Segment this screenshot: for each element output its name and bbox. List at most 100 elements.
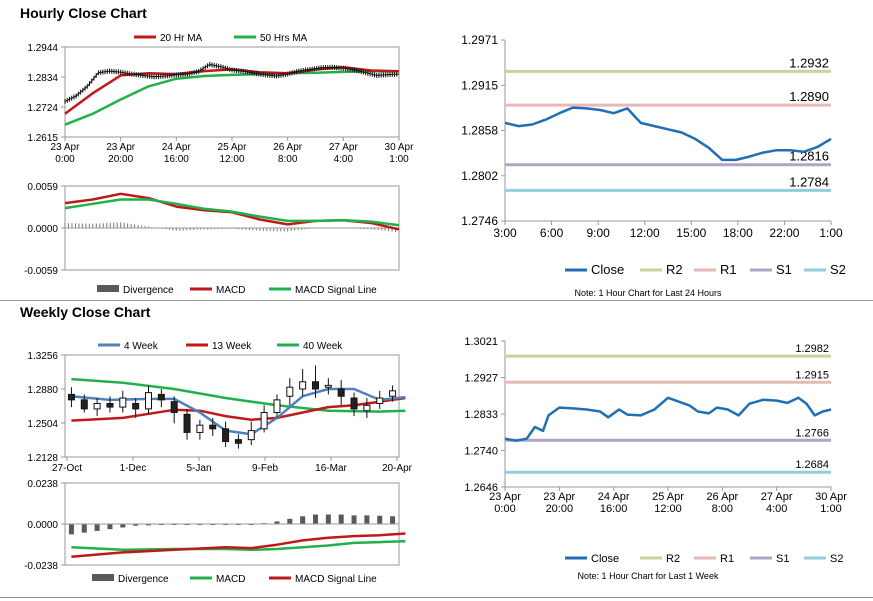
weekly-divergence-bar — [364, 515, 370, 524]
weekly-candle-body — [209, 424, 217, 430]
weekly-1w-xtick-label: 27 Apr — [761, 491, 793, 503]
hourly-price-xtick-label: 4:00 — [334, 154, 354, 165]
hourly-macd-ytick-label: -0.0059 — [24, 266, 58, 277]
weekly-divergence-bar — [351, 515, 357, 524]
legend-50hr-ma-label: 50 Hrs MA — [260, 33, 308, 44]
weekly-candle-body — [286, 386, 294, 397]
weekly-divergence-bar — [68, 524, 74, 535]
weekly-divergence-bar — [313, 514, 318, 524]
weekly-macd-line — [71, 532, 406, 558]
hourly-24h-note: Note: 1 Hour Chart for Last 24 Hours — [574, 288, 722, 298]
hourly-price-xtick-label: 24 Apr — [162, 142, 192, 153]
legend-weekly-divergence-swatch — [92, 574, 114, 581]
section-divider — [0, 300, 873, 301]
weekly-macd-ytick-label: 0.0000 — [27, 520, 58, 531]
hourly-24h-legend-s1-label: S1 — [776, 262, 792, 277]
hourly-24h-xtick-label: 3:00 — [493, 226, 517, 240]
weekly-candle-body — [132, 402, 140, 410]
weekly-1w-level-label: 1.2766 — [795, 427, 829, 439]
weekly-divergence-bar — [300, 516, 306, 524]
weekly-price-xtick-label: 5-Jan — [186, 463, 211, 474]
hourly-signal-line — [64, 198, 400, 227]
hourly-price-xtick-label: 23 Apr — [106, 142, 136, 153]
hourly-24h-level-label: 1.2890 — [789, 89, 829, 104]
weekly-candle-body — [196, 424, 204, 433]
hourly-price-xtick-label: 8:00 — [278, 154, 298, 165]
hourly-24h-xtick-label: 18:00 — [723, 226, 753, 240]
hourly-price-xtick-label: 0:00 — [55, 154, 75, 165]
weekly-candle-body — [260, 412, 268, 430]
hourly-24h-legend-close-label: Close — [591, 262, 624, 277]
weekly-divergence-bar — [81, 524, 87, 533]
hourly-price-xtick-label: 12:00 — [219, 154, 244, 165]
legend-40-week-label: 40 Week — [303, 341, 343, 352]
weekly-1w-note: Note: 1 Hour Chart for Last 1 Week — [578, 571, 719, 581]
weekly-price-xtick-label: 16-Mar — [315, 463, 347, 474]
weekly-1w-ytick-label: 1.2927 — [464, 373, 498, 385]
weekly-price-xtick-label: 20-Apr — [382, 463, 413, 474]
weekly-candle-body — [106, 402, 114, 408]
hourly-price-ytick-label: 1.2724 — [27, 103, 58, 114]
weekly-1w-legend-s1-label: S1 — [776, 553, 789, 565]
hourly-price-xtick-label: 23 Apr — [51, 142, 81, 153]
weekly-1w-legend-r2-label: R2 — [666, 553, 680, 565]
hourly-24h-legend-r2-label: R2 — [666, 262, 683, 277]
weekly-candle-body — [157, 393, 165, 401]
hourly-24h-ytick-label: 1.2971 — [461, 33, 498, 47]
legend-4-week-label: 4 Week — [124, 341, 159, 352]
weekly-price-ytick-label: 1.3256 — [27, 351, 58, 362]
weekly-1w-xtick-label: 12:00 — [654, 503, 682, 515]
weekly-price-ytick-label: 1.2880 — [27, 385, 58, 396]
weekly-candle-body — [80, 399, 88, 410]
hourly-price-xtick-label: 20:00 — [108, 154, 133, 165]
weekly-divergence-bar — [107, 524, 113, 530]
weekly-candle-body — [337, 388, 345, 397]
legend-weekly-divergence-label: Divergence — [118, 574, 169, 585]
weekly-candle-body — [350, 397, 358, 410]
weekly-1w-ytick-label: 1.2740 — [464, 446, 498, 458]
hourly-price-ytick-label: 1.2615 — [27, 133, 58, 144]
weekly-divergence-bar — [287, 518, 293, 524]
hourly-price-xtick-label: 30 Apr — [385, 142, 415, 153]
hourly-price-ytick-label: 1.2944 — [27, 43, 58, 54]
weekly-price-xtick-label: 27-Oct — [52, 463, 82, 474]
weekly-candle-body — [67, 393, 75, 401]
weekly-1w-ytick-label: 1.2646 — [464, 482, 498, 494]
hourly-price-xtick-label: 16:00 — [164, 154, 189, 165]
weekly-candle-body — [119, 397, 127, 408]
weekly-candle-body — [183, 413, 191, 433]
legend-weekly-signal-label: MACD Signal Line — [295, 574, 377, 585]
weekly-candle-body — [170, 401, 178, 414]
hourly-24h-xtick-label: 1:00 — [819, 226, 843, 240]
weekly-divergence-bar — [338, 514, 344, 524]
weekly-candle-body — [389, 390, 397, 397]
weekly-1w-legend-close-label: Close — [591, 553, 619, 565]
hourly-price-xtick-label: 26 Apr — [273, 142, 303, 153]
hourly-24h-level-label: 1.2784 — [789, 174, 829, 189]
legend-hourly-macd-label: MACD — [216, 285, 245, 296]
weekly-macd-ytick-label: 0.0238 — [27, 479, 58, 490]
hourly-24h-ytick-label: 1.2858 — [461, 124, 498, 138]
hourly-24h-xtick-label: 15:00 — [676, 226, 706, 240]
hourly-macd-ytick-label: 0.0059 — [27, 182, 58, 193]
weekly-signal-line — [71, 539, 406, 552]
weekly-1w-xtick-label: 23 Apr — [543, 491, 575, 503]
weekly-1w-legend-s2-label: S2 — [830, 553, 843, 565]
hourly-24h-ytick-label: 1.2802 — [461, 169, 498, 183]
hourly-ma50-line — [64, 70, 399, 126]
legend-weekly-macd-label: MACD — [216, 574, 245, 585]
hourly-24h-close-line — [504, 106, 832, 162]
weekly-1w-xtick-label: 30 Apr — [815, 491, 847, 503]
hourly-price-xtick-label: 1:00 — [389, 154, 409, 165]
weekly-candle-body — [312, 381, 319, 390]
weekly-divergence-bar — [274, 521, 280, 524]
hourly-chart-title: Hourly Close Chart — [20, 5, 147, 21]
weekly-candle-body — [376, 397, 384, 404]
hourly-price-frame — [64, 46, 400, 138]
weekly-chart-title: Weekly Close Chart — [20, 304, 151, 320]
weekly-price-xtick-label: 1-Dec — [120, 463, 147, 474]
weekly-1w-ytick-label: 1.3021 — [464, 336, 498, 348]
weekly-macd-ytick-label: -0.0238 — [24, 561, 58, 572]
weekly-candle-body — [299, 381, 307, 390]
